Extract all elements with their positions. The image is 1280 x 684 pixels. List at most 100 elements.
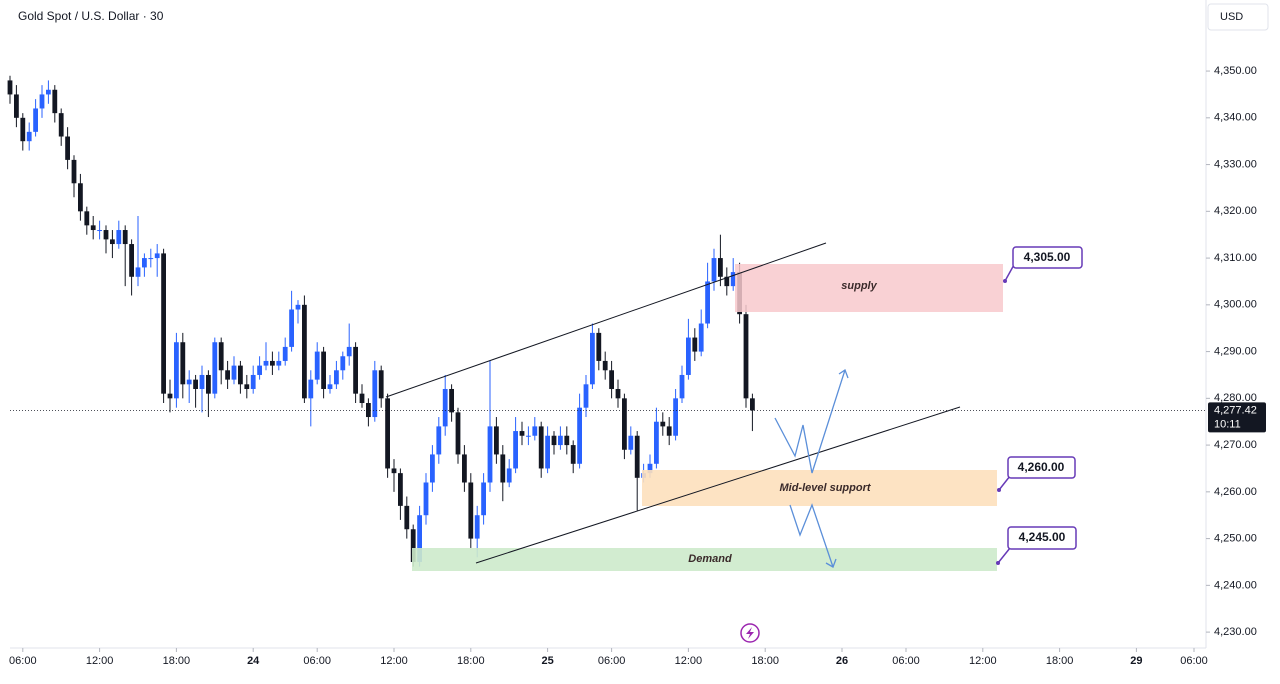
candle-body bbox=[679, 374, 685, 399]
channel-upper bbox=[385, 242, 827, 398]
candle-body bbox=[135, 267, 141, 277]
y-tick-label: 4,280.00 bbox=[1214, 392, 1257, 404]
y-tick-label: 4,300.00 bbox=[1214, 299, 1257, 311]
demand-zone bbox=[412, 548, 997, 571]
candle-body bbox=[103, 230, 109, 240]
candle-body bbox=[244, 384, 250, 389]
candle-body bbox=[378, 370, 384, 399]
candles bbox=[7, 75, 1206, 567]
candle-body bbox=[474, 515, 480, 539]
candle-body bbox=[353, 346, 358, 394]
candle-body bbox=[148, 258, 154, 260]
candle-body bbox=[302, 304, 307, 399]
candle-body bbox=[730, 272, 736, 287]
candle-body bbox=[218, 342, 224, 371]
candle-body bbox=[346, 346, 352, 357]
candle-body bbox=[724, 276, 730, 287]
y-tick-label: 4,250.00 bbox=[1214, 533, 1257, 545]
candle-body bbox=[295, 304, 301, 310]
price-callout-text: 4,305.00 bbox=[1024, 250, 1071, 264]
event-icon[interactable] bbox=[740, 623, 760, 643]
candle-body bbox=[270, 360, 275, 366]
currency-box bbox=[1207, 3, 1269, 31]
candle-body bbox=[154, 253, 160, 259]
candle-body bbox=[615, 388, 621, 399]
candle-body bbox=[71, 159, 77, 184]
candle-body bbox=[334, 370, 339, 385]
y-tick-label: 4,260.00 bbox=[1214, 486, 1257, 498]
candle-body bbox=[654, 421, 659, 464]
candle-body bbox=[142, 258, 147, 268]
candle-body bbox=[538, 426, 544, 469]
candle-body bbox=[39, 94, 45, 109]
candle-body bbox=[596, 332, 602, 361]
x-tick-label: 12:00 bbox=[380, 655, 408, 667]
candle-body bbox=[26, 131, 32, 142]
zone-label: supply bbox=[841, 280, 877, 292]
candle-body bbox=[78, 183, 83, 212]
candle-body bbox=[225, 370, 230, 380]
candle-body bbox=[276, 360, 282, 366]
candle-body bbox=[622, 398, 627, 450]
candle-body bbox=[660, 421, 666, 427]
candle-body bbox=[583, 384, 589, 408]
candle-body bbox=[314, 351, 320, 380]
candle-body bbox=[449, 388, 454, 413]
x-tick-label: 06:00 bbox=[1180, 655, 1208, 667]
candle-body bbox=[193, 379, 198, 389]
candle-body bbox=[647, 463, 653, 474]
candle-body bbox=[577, 407, 582, 464]
candle-body bbox=[551, 435, 557, 446]
candle-body bbox=[90, 225, 96, 231]
y-tick-label: 4,270.00 bbox=[1214, 439, 1257, 451]
candle-body bbox=[52, 89, 58, 114]
price-callout bbox=[1007, 526, 1077, 550]
candle-body bbox=[167, 393, 173, 399]
candle-body bbox=[110, 239, 115, 245]
candle-body bbox=[257, 365, 262, 375]
countdown-label: 10:11 bbox=[1214, 418, 1241, 430]
candle-body bbox=[385, 398, 390, 469]
candle-body bbox=[404, 505, 410, 530]
candle-body bbox=[199, 374, 205, 389]
x-tick-label: 25 bbox=[541, 655, 553, 667]
candle-body bbox=[174, 342, 179, 399]
candle-body bbox=[468, 482, 474, 539]
candle-body bbox=[462, 454, 467, 483]
candle-body bbox=[692, 337, 698, 352]
candle-body bbox=[698, 323, 704, 352]
candle-body bbox=[116, 230, 122, 245]
x-tick-label: 26 bbox=[836, 655, 848, 667]
candle-body bbox=[340, 356, 346, 371]
candle-body bbox=[711, 258, 717, 282]
candle-body bbox=[609, 370, 614, 389]
candle-body bbox=[666, 426, 672, 436]
candle-body bbox=[263, 360, 269, 366]
channel-lower bbox=[475, 406, 961, 564]
candle-body bbox=[238, 365, 243, 385]
candle-body bbox=[122, 230, 128, 245]
candle-body bbox=[97, 230, 102, 232]
callout-line bbox=[998, 475, 1011, 491]
candle-body bbox=[532, 426, 538, 436]
candle-body bbox=[231, 365, 237, 380]
candle-body bbox=[33, 108, 38, 132]
bull-path-arrow bbox=[774, 369, 846, 474]
x-tick-label: 06:00 bbox=[303, 655, 331, 667]
x-tick-label: 18:00 bbox=[163, 655, 191, 667]
candle-body bbox=[506, 468, 512, 483]
y-tick-label: 4,340.00 bbox=[1214, 112, 1257, 124]
candle-body bbox=[161, 253, 166, 394]
candle-body bbox=[129, 244, 134, 277]
candle-body bbox=[186, 379, 192, 385]
candle-body bbox=[20, 117, 26, 142]
candle-body bbox=[372, 370, 378, 418]
candle-body bbox=[487, 426, 493, 483]
x-tick-label: 12:00 bbox=[969, 655, 997, 667]
candle-body bbox=[436, 426, 442, 455]
candle-body bbox=[545, 435, 550, 469]
candle-body bbox=[423, 482, 429, 516]
x-tick-label: 24 bbox=[247, 655, 260, 667]
